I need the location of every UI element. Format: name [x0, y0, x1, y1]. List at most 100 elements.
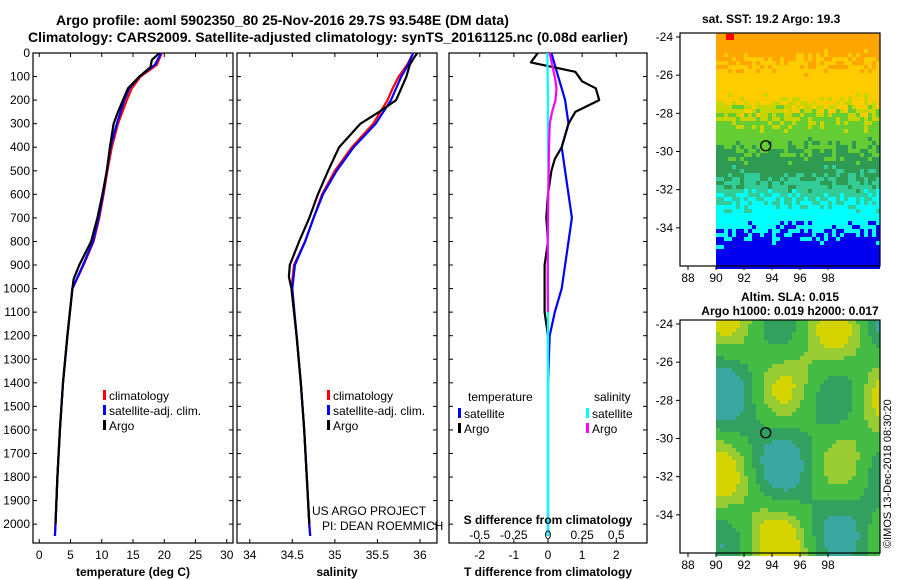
map-cell [760, 512, 764, 516]
map-cell [760, 217, 764, 221]
map-cell [812, 41, 816, 45]
map-cell [800, 161, 804, 165]
map-cell [848, 253, 852, 257]
map-cell [780, 492, 784, 496]
map-cell [812, 101, 816, 105]
map-cell [776, 320, 780, 324]
map-cell [732, 109, 736, 113]
map-cell [728, 189, 732, 193]
map-cell [844, 161, 848, 165]
map-cell [812, 149, 816, 153]
map-cell [764, 520, 768, 524]
map-cell [796, 520, 800, 524]
map-cell [828, 400, 832, 404]
map-cell [800, 221, 804, 225]
map-cell [856, 213, 860, 217]
map-cell [732, 476, 736, 480]
map-cell [728, 372, 732, 376]
map-cell [868, 45, 872, 49]
map-cell [872, 213, 876, 217]
map-cell [780, 265, 784, 269]
map-cell [732, 472, 736, 476]
map-cell [768, 324, 772, 328]
map-cell [720, 528, 724, 532]
map-cell [716, 524, 720, 528]
map-cell [848, 81, 852, 85]
map-cell [856, 460, 860, 464]
map-cell [752, 257, 756, 261]
map-cell [872, 504, 876, 508]
map-cell [776, 456, 780, 460]
map-cell [764, 544, 768, 548]
map-cell [776, 109, 780, 113]
map-cell [844, 432, 848, 436]
map-cell [776, 205, 780, 209]
map-cell [800, 253, 804, 257]
map-cell [788, 340, 792, 344]
map-cell [812, 392, 816, 396]
map-cell [824, 512, 828, 516]
map-cell [792, 129, 796, 133]
map-cell [716, 364, 720, 368]
map-cell [860, 452, 864, 456]
map-cell [808, 81, 812, 85]
map-cell [764, 492, 768, 496]
map-cell [756, 352, 760, 356]
map-cell [780, 404, 784, 408]
map-cell [784, 137, 788, 141]
map-cell [744, 472, 748, 476]
map-cell [864, 165, 868, 169]
map-cell [872, 113, 876, 117]
map-cell [804, 77, 808, 81]
map-cell [812, 356, 816, 360]
map-cell [804, 416, 808, 420]
map-cell [836, 193, 840, 197]
map-cell [720, 65, 724, 69]
map-cell [792, 488, 796, 492]
legend-label: satellite-adj. clim. [109, 404, 201, 418]
map-cell [772, 133, 776, 137]
map-cell [816, 225, 820, 229]
map-cell [768, 181, 772, 185]
map-cell [808, 356, 812, 360]
map-cell [852, 261, 856, 265]
map-cell [792, 356, 796, 360]
map-cell [804, 81, 808, 85]
map-cell [784, 177, 788, 181]
map-cell [748, 257, 752, 261]
map-cell [760, 93, 764, 97]
map-cell [728, 129, 732, 133]
map-cell [756, 464, 760, 468]
map-cell [740, 165, 744, 169]
map-cell [832, 540, 836, 544]
map-cell [860, 420, 864, 424]
map-cell [728, 512, 732, 516]
map-cell [768, 532, 772, 536]
map-cell [800, 185, 804, 189]
map-cell [876, 420, 880, 424]
depth-tick-label: 1000 [3, 282, 30, 296]
map-cell [800, 193, 804, 197]
map-cell [784, 528, 788, 532]
map-cell [752, 205, 756, 209]
map-cell [760, 480, 764, 484]
map-cell [784, 404, 788, 408]
map-cell [868, 253, 872, 257]
map-cell [824, 332, 828, 336]
map-cell [836, 496, 840, 500]
map-cell [852, 141, 856, 145]
map-cell [788, 400, 792, 404]
map-cell [768, 213, 772, 217]
map-cell [844, 424, 848, 428]
map-cell [812, 145, 816, 149]
map-cell [852, 360, 856, 364]
map-cell [800, 420, 804, 424]
map-cell [836, 352, 840, 356]
map-cell [716, 412, 720, 416]
map-cell [752, 360, 756, 364]
map-cell [776, 197, 780, 201]
map-cell [872, 105, 876, 109]
map-cell [800, 504, 804, 508]
map-cell [764, 404, 768, 408]
map-cell [824, 536, 828, 540]
